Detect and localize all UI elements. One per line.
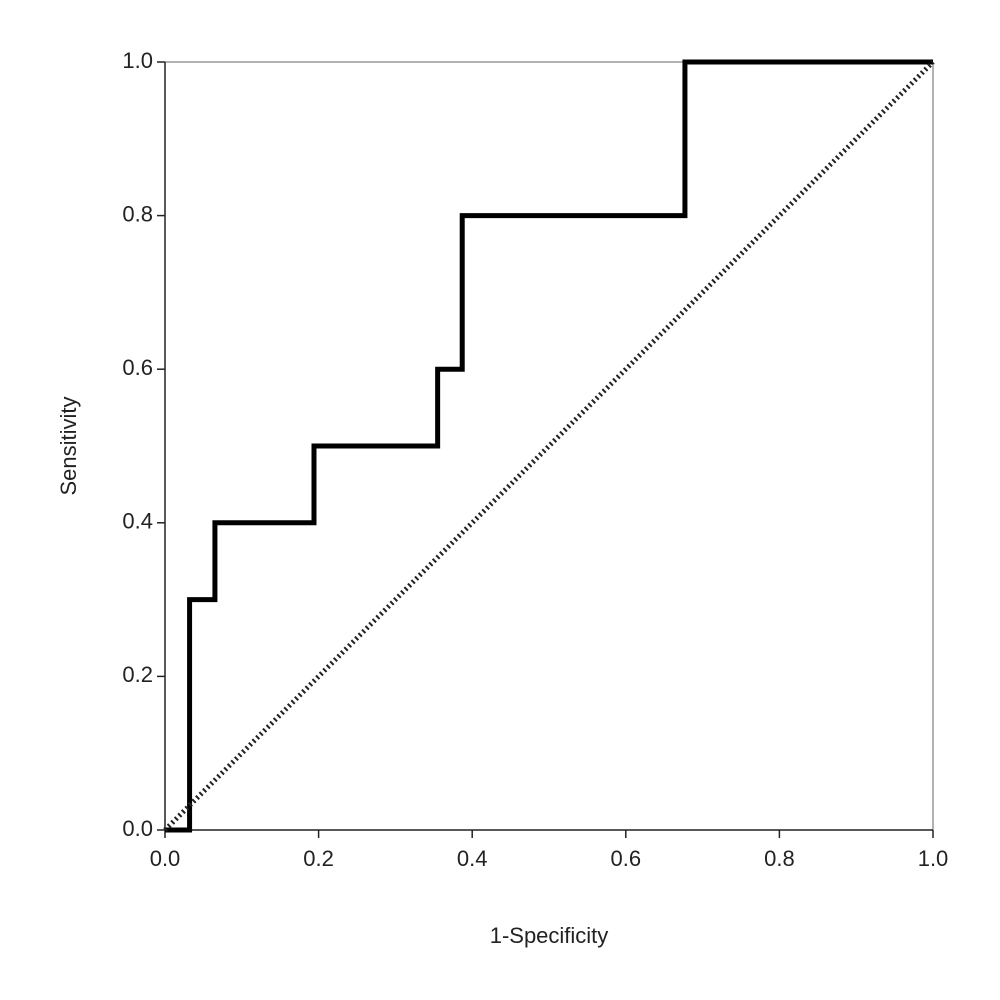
x-tick-label: 0.6 <box>611 846 642 871</box>
reference-line <box>163 60 935 832</box>
x-tick-label: 1.0 <box>918 846 949 871</box>
x-tick-label: 0.0 <box>150 846 181 871</box>
roc-curve <box>165 59 933 833</box>
x-axis-label: 1-Specificity <box>490 923 609 948</box>
y-tick-label: 1.0 <box>122 48 153 73</box>
x-tick-label: 0.8 <box>764 846 795 871</box>
y-tick-label: 0.4 <box>122 509 153 534</box>
y-axis-label: Sensitivity <box>56 396 81 495</box>
y-tick-label: 0.2 <box>122 662 153 687</box>
x-tick-label: 0.4 <box>457 846 488 871</box>
y-tick-label: 0.6 <box>122 355 153 380</box>
y-tick-label: 0.0 <box>122 816 153 841</box>
x-tick-label: 0.2 <box>303 846 334 871</box>
y-tick-label: 0.8 <box>122 201 153 226</box>
